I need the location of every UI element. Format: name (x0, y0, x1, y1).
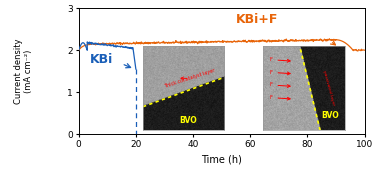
Text: KBi: KBi (90, 53, 113, 66)
Text: KBi+F: KBi+F (236, 13, 278, 26)
Y-axis label: Current density
(mA cm⁻²): Current density (mA cm⁻²) (14, 38, 33, 104)
X-axis label: Time (h): Time (h) (201, 154, 242, 164)
